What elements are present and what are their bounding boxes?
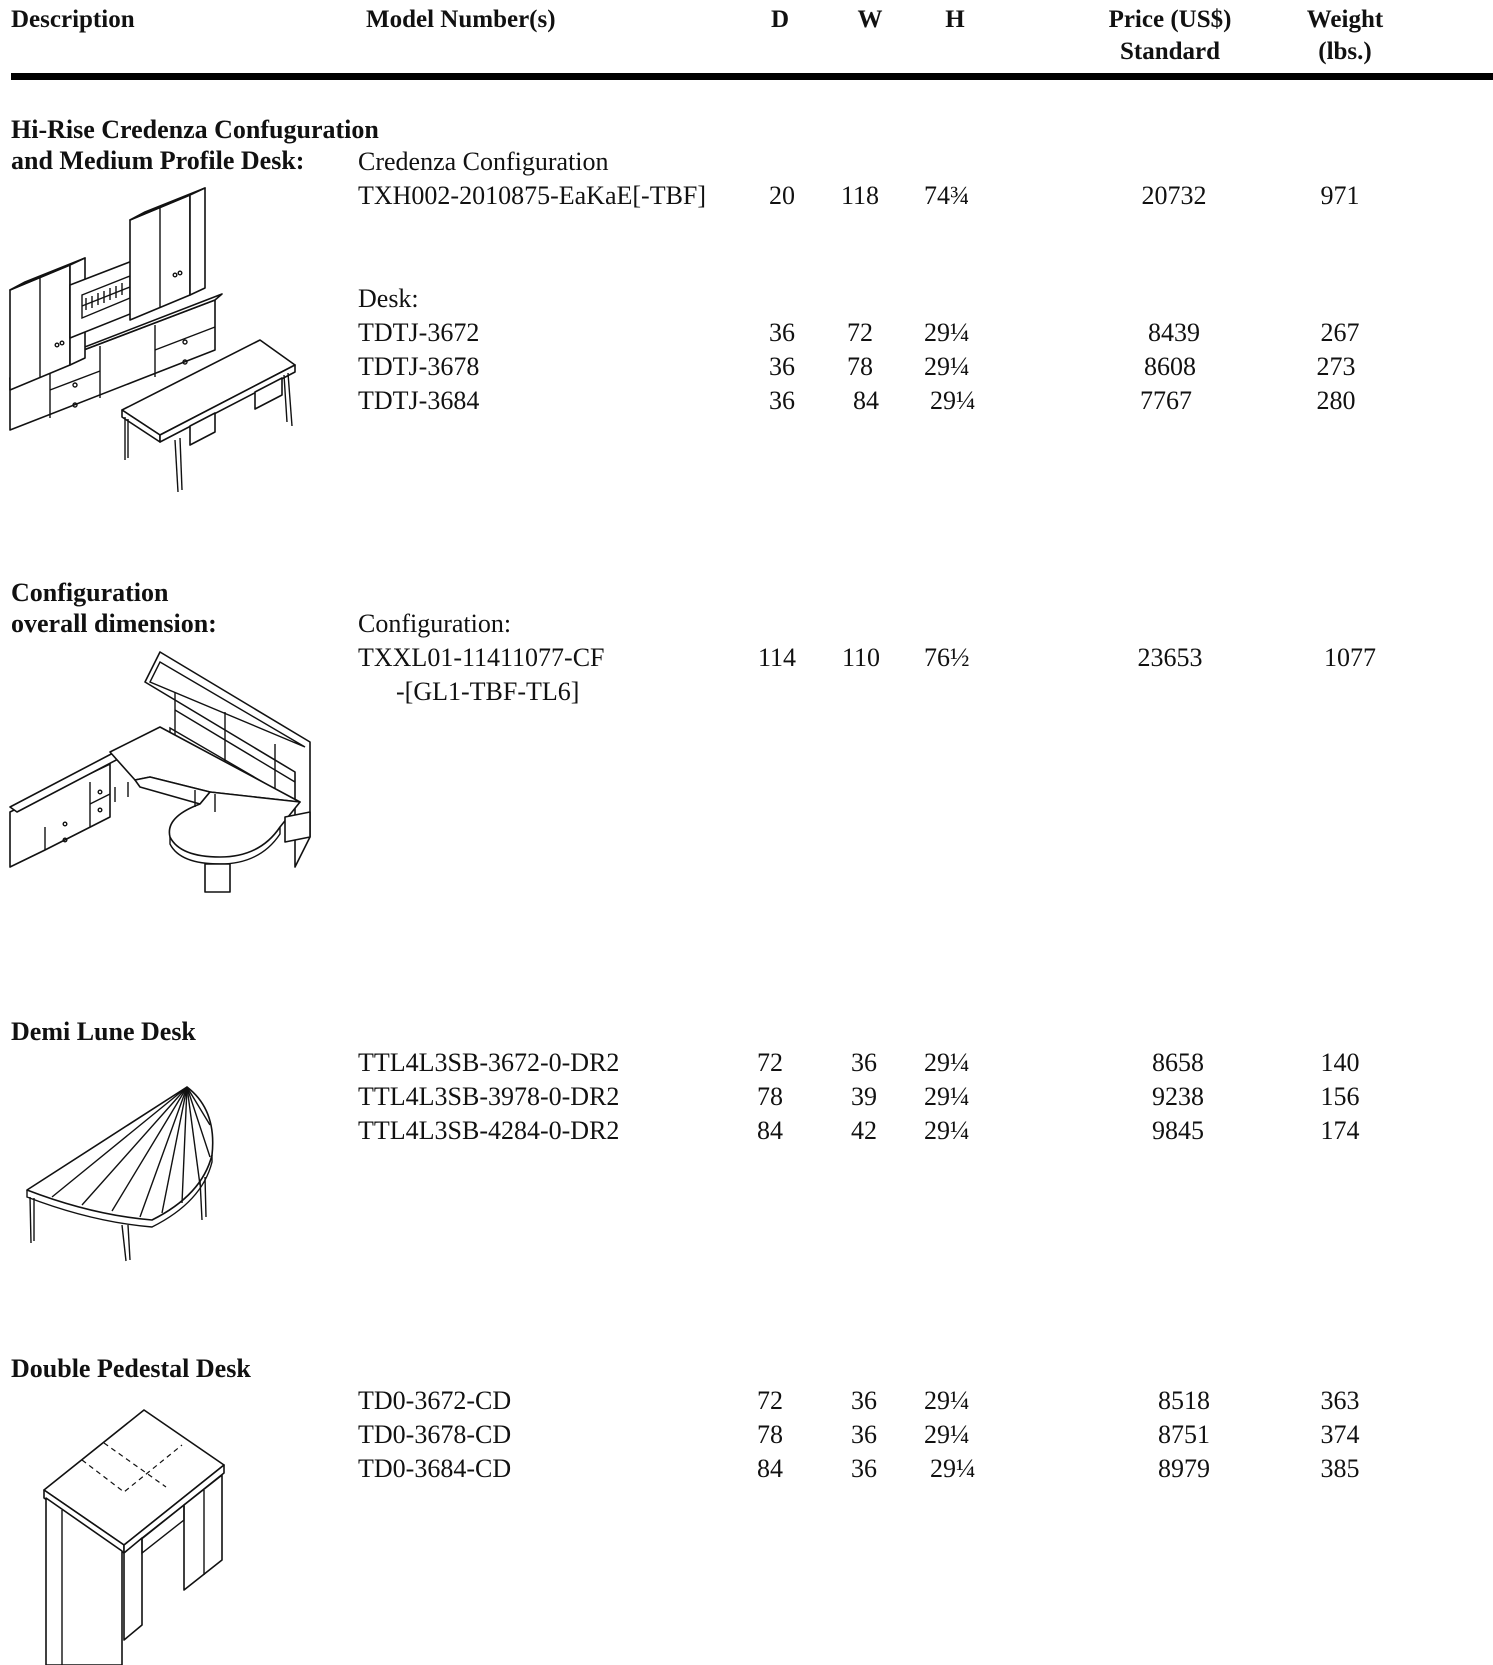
section-title: Double Pedestal Desk [11, 1354, 251, 1383]
dim-d: 84 [757, 1116, 783, 1145]
dim-d: 20 [769, 181, 795, 210]
dim-h: 29¼ [924, 1420, 970, 1449]
weight: 374 [1320, 1420, 1360, 1449]
dim-w: 84 [853, 386, 879, 415]
header-rule [11, 73, 1493, 80]
model-number: TD0-3684-CD [358, 1454, 512, 1483]
price: 20732 [1141, 181, 1207, 210]
weight: 385 [1320, 1454, 1360, 1483]
header-weight: Weight (lbs.) [1295, 4, 1395, 68]
model-number: TDTJ-3684 [358, 386, 480, 415]
dim-h: 76½ [924, 643, 970, 672]
price: 7767 [1140, 386, 1192, 415]
model-number: TD0-3672-CD [358, 1386, 512, 1415]
weight: 174 [1320, 1116, 1360, 1145]
header-weight-line2: (lbs.) [1318, 38, 1372, 65]
dim-h: 29¼ [930, 386, 976, 415]
weight: 363 [1320, 1386, 1360, 1415]
dim-w: 118 [840, 181, 880, 210]
model-number: TDTJ-3672 [358, 318, 480, 347]
dim-w: 36 [851, 1048, 877, 1077]
header-price: Price (US$) Standard [1100, 4, 1240, 68]
price: 9845 [1152, 1116, 1204, 1145]
dim-h: 29¼ [924, 318, 970, 347]
demi-lune-desk-illustration [22, 1085, 217, 1265]
group-label: Desk: [358, 284, 419, 313]
dim-d: 78 [757, 1420, 783, 1449]
model-number: TD0-3678-CD [358, 1420, 512, 1449]
section-title: Hi-Rise Credenza Confuguration [11, 115, 379, 144]
model-number: TDTJ-3678 [358, 352, 480, 381]
weight: 140 [1320, 1048, 1360, 1077]
header-description: Description [11, 6, 135, 33]
dim-w: 110 [841, 643, 881, 672]
dim-w: 36 [851, 1420, 877, 1449]
section-title: Configuration [11, 578, 169, 607]
dim-d: 84 [757, 1454, 783, 1483]
group-label: Configuration: [358, 609, 512, 638]
dim-d: 72 [757, 1048, 783, 1077]
weight: 280 [1316, 386, 1356, 415]
dim-d: 78 [757, 1082, 783, 1111]
price: 8439 [1148, 318, 1200, 347]
header-w: W [857, 6, 883, 33]
weight: 273 [1316, 352, 1356, 381]
header-weight-line1: Weight [1306, 6, 1384, 33]
header-d: D [770, 6, 790, 33]
dim-h: 74¾ [924, 181, 970, 210]
dim-w: 78 [847, 352, 873, 381]
dim-d: 36 [769, 352, 795, 381]
dim-w: 72 [847, 318, 873, 347]
group-label: Credenza Configuration [358, 147, 609, 176]
dim-h: 29¼ [930, 1454, 976, 1483]
double-pedestal-desk-illustration [44, 1410, 229, 1665]
u-shaped-configuration-illustration [10, 652, 315, 897]
header-price-line2: Standard [1119, 38, 1221, 65]
dim-h: 29¼ [924, 1386, 970, 1415]
dim-h: 29¼ [924, 1082, 970, 1111]
weight: 156 [1320, 1082, 1360, 1111]
price: 8979 [1158, 1454, 1210, 1483]
price: 8608 [1144, 352, 1196, 381]
price: 23653 [1137, 643, 1203, 672]
dim-w: 39 [851, 1082, 877, 1111]
dim-h: 29¼ [924, 1116, 970, 1145]
weight: 1077 [1324, 643, 1376, 672]
section-title-line2: overall dimension: [11, 609, 217, 638]
header-model-numbers: Model Number(s) [366, 6, 556, 33]
model-number: TTL4L3SB-4284-0-DR2 [358, 1116, 620, 1145]
section-title: Demi Lune Desk [11, 1017, 196, 1046]
credenza-and-desk-illustration [10, 190, 310, 500]
model-number: TTL4L3SB-3672-0-DR2 [358, 1048, 620, 1077]
dim-d: 36 [769, 386, 795, 415]
weight: 971 [1320, 181, 1360, 210]
price: 8751 [1158, 1420, 1210, 1449]
model-number: TXXL01-11411077-CF [358, 643, 605, 672]
model-number-line2: -[GL1-TBF-TL6] [396, 677, 580, 706]
dim-d: 114 [757, 643, 797, 672]
price: 8658 [1152, 1048, 1204, 1077]
section-title-line2: and Medium Profile Desk: [11, 146, 305, 175]
price: 8518 [1158, 1386, 1210, 1415]
model-number: TXH002-2010875-EaKaE[-TBF] [358, 181, 707, 210]
dim-w: 36 [851, 1454, 877, 1483]
dim-h: 29¼ [924, 352, 970, 381]
price: 9238 [1152, 1082, 1204, 1111]
dim-d: 72 [757, 1386, 783, 1415]
weight: 267 [1320, 318, 1360, 347]
dim-d: 36 [769, 318, 795, 347]
dim-w: 36 [851, 1386, 877, 1415]
dim-w: 42 [851, 1116, 877, 1145]
header-h: H [945, 6, 965, 33]
model-number: TTL4L3SB-3978-0-DR2 [358, 1082, 620, 1111]
header-price-line1: Price (US$) [1108, 6, 1232, 33]
dim-h: 29¼ [924, 1048, 970, 1077]
